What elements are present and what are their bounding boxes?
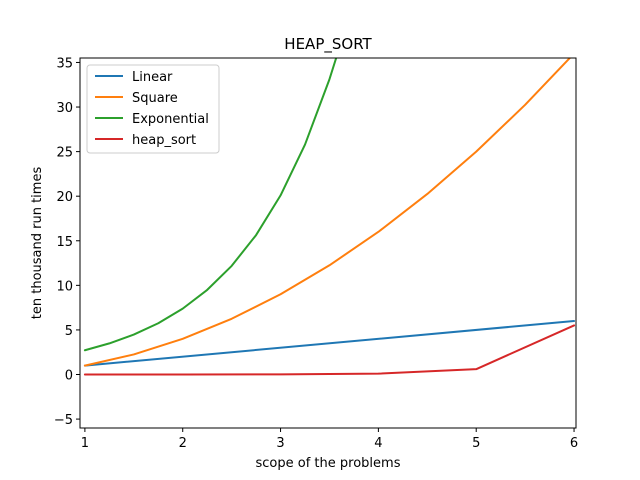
- series-line-heap-sort: [83, 324, 576, 376]
- x-tick-label: 4: [374, 436, 382, 451]
- y-axis-label: ten thousand run times: [30, 167, 45, 320]
- y-tick-label: 25: [56, 146, 73, 161]
- y-tick-label: 15: [56, 235, 73, 250]
- y-tick-label: 35: [56, 56, 73, 71]
- y-tick-label: 30: [56, 101, 73, 116]
- series-line-linear: [83, 320, 576, 367]
- y-tick-label: 20: [56, 190, 73, 205]
- y-tick-label: −5: [54, 413, 73, 428]
- series-layer: [83, 58, 576, 376]
- legend-label-linear: Linear: [132, 70, 173, 85]
- series-line-square: [83, 58, 572, 367]
- x-axis: 1 2 3 4 5 6: [81, 428, 578, 451]
- legend-label-exponential: Exponential: [132, 112, 209, 127]
- y-tick-label: 0: [65, 369, 73, 384]
- legend-label-heap-sort: heap_sort: [132, 133, 196, 148]
- legend: Linear Square Exponential heap_sort: [86, 64, 220, 154]
- x-tick-label: 1: [81, 436, 89, 451]
- x-tick-label: 2: [179, 436, 187, 451]
- x-axis-label: scope of the problems: [256, 456, 401, 471]
- legend-label-square: Square: [132, 91, 178, 106]
- legend-box: [86, 64, 220, 154]
- plot-frame: [79, 57, 577, 429]
- x-tick-label: 5: [472, 436, 480, 451]
- chart-title: HEAP_SORT: [284, 35, 372, 54]
- series-line-exponential: [83, 58, 338, 352]
- y-axis: −5 0 5 10 15 20 25 30 35: [54, 56, 80, 428]
- y-tick-label: 10: [56, 279, 73, 294]
- x-tick-label: 3: [276, 436, 284, 451]
- y-tick-label: 5: [65, 324, 73, 339]
- x-tick-label: 6: [570, 436, 578, 451]
